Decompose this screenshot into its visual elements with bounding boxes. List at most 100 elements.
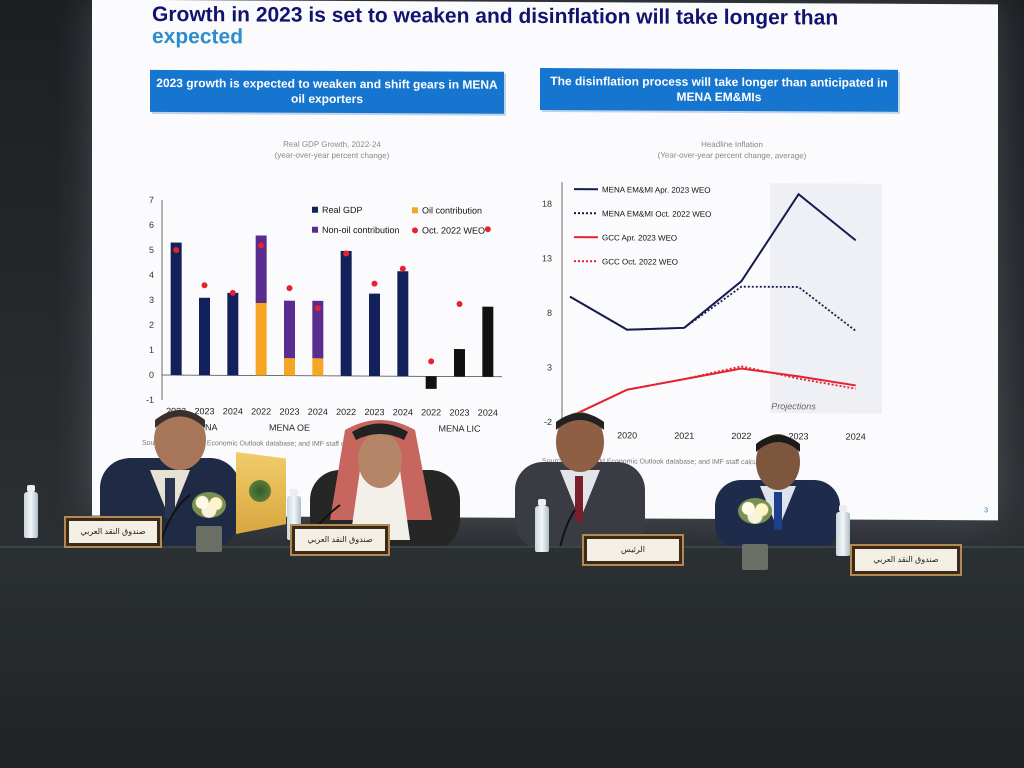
inflation-legend-label: GCC Apr. 2023 WEO [602, 233, 677, 242]
non-oil-contribution-bar [312, 300, 324, 359]
gdp-bar [199, 297, 210, 376]
weo-marker [484, 226, 491, 233]
placard-text: الرئيس [587, 539, 679, 561]
flower-arrangement [738, 498, 772, 524]
gdp-legend-swatch [412, 227, 418, 234]
gdp-bar [425, 376, 437, 389]
inflation-chart-title: Headline Inflation (Year-over-year perce… [612, 138, 852, 161]
gdp-legend-label: Oil contribution [422, 205, 482, 215]
water-bottle [836, 505, 850, 556]
table-flag [236, 452, 286, 534]
inflation-x-tick-label: 2023 [789, 431, 809, 441]
inflation-y-tick-label: 18 [542, 199, 552, 209]
gdp-legend-swatch [312, 206, 318, 213]
right-source-note: Sources: IMF, World Economic Outlook dat… [542, 457, 780, 467]
inflation-y-tick-label: 8 [547, 308, 552, 318]
placard-text: صندوق النقد العربي [69, 521, 157, 543]
name-placard-1: صندوق النقد العربي [64, 516, 162, 548]
oil-contribution-bar [312, 358, 324, 376]
non-oil-contribution-bar [255, 235, 267, 304]
inflation-legend-label: GCC Oct. 2022 WEO [602, 257, 678, 266]
name-placard-2: صندوق النقد العربي [290, 524, 390, 556]
weo-marker [456, 301, 463, 308]
gdp-group-label: MENA [191, 422, 217, 432]
weo-marker [428, 358, 435, 365]
gdp-y-tick-label: -1 [146, 395, 154, 405]
gdp-y-tick-label: 3 [149, 295, 154, 305]
gdp-y-tick-label: 1 [149, 345, 154, 355]
inflation-legend-label: MENA EM&MI Oct. 2022 WEO [602, 209, 711, 219]
placard-text: صندوق النقد العربي [855, 549, 957, 571]
inflation-legend-label: MENA EM&MI Apr. 2023 WEO [602, 185, 710, 195]
gdp-bar [340, 250, 352, 376]
weo-marker [229, 289, 236, 296]
left-source-note: Sources: IMF, World Economic Outlook dat… [142, 439, 380, 449]
weo-marker [314, 305, 321, 312]
inflation-x-tick-label: 2020 [617, 430, 637, 440]
weo-marker [286, 285, 293, 292]
gdp-zero-line [162, 374, 502, 378]
slide-title-line1: Growth in 2023 is set to weaken and disi… [152, 2, 839, 30]
water-bottle [535, 499, 549, 552]
inflation-y-tick-label: -2 [544, 417, 552, 427]
slide-title: Growth in 2023 is set to weaken and disi… [152, 2, 972, 52]
left-banner: 2023 growth is expected to weaken and sh… [150, 69, 504, 114]
gdp-x-tick-label: 2022 [251, 406, 271, 416]
gdp-bar [482, 306, 494, 377]
gdp-bar [369, 293, 380, 377]
gdp-x-tick-label: 2023 [449, 407, 469, 417]
placard-text: صندوق النقد العربي [295, 529, 385, 551]
gdp-legend-label: Real GDP [322, 205, 363, 215]
slide-page-number: 3 [984, 507, 988, 515]
gdp-y-tick-label: 0 [149, 370, 154, 380]
inflation-y-tick-label: 3 [547, 362, 552, 372]
inflation-series-line [569, 192, 857, 331]
inflation-x-tick-label: 2024 [846, 432, 866, 442]
gdp-x-tick-label: 2022 [421, 407, 441, 417]
weo-marker [399, 265, 406, 272]
gdp-growth-chart: -1 0 1 2 3 4 5 6 7 2022 2023 2024 2022 2023 2024 2022 20… [146, 195, 502, 434]
oil-contribution-bar [284, 358, 295, 376]
gdp-y-tick-label: 2 [149, 320, 154, 330]
gdp-y-tick-label: 7 [149, 195, 154, 205]
gdp-x-tick-label: 2022 [336, 407, 356, 417]
non-oil-contribution-bar [284, 300, 295, 359]
gdp-group-label: MENA [361, 423, 387, 433]
conference-table [0, 548, 1024, 768]
projected-slide: Growth in 2023 is set to weaken and disi… [92, 0, 998, 521]
gdp-y-tick-label: 6 [149, 220, 154, 230]
right-banner: The disinflation process will take longe… [540, 67, 898, 112]
gdp-legend-label: Non-oil contribution [322, 225, 400, 235]
inflation-chart: -2 3 8 13 18 Projections 2020 2021 2022 2023 2024 M… [542, 182, 882, 442]
gdp-x-tick-label: 2024 [223, 406, 243, 416]
gdp-chart-title: Real GDP Growth, 2022-24 (year-over-year… [232, 138, 432, 161]
gdp-legend-swatch [312, 226, 318, 233]
projections-label: Projections [771, 401, 816, 411]
flower-pot [196, 526, 222, 552]
gdp-x-tick-label: 2024 [308, 407, 328, 417]
oil-contribution-bar [255, 302, 267, 376]
weo-marker [201, 282, 208, 289]
gdp-x-tick-label: 2024 [478, 408, 498, 418]
gdp-x-tick-label: 2023 [279, 407, 299, 417]
weo-marker [343, 250, 350, 257]
gdp-y-tick-label: 4 [149, 270, 154, 280]
projection-shading [770, 183, 882, 414]
inflation-x-tick-label: 2021 [674, 431, 694, 441]
flag-emblem [249, 480, 271, 502]
slide-title-line2: expected [152, 24, 244, 49]
inflation-y-tick-label: 13 [542, 253, 552, 263]
gdp-legend-label: Oct. 2022 WEO [422, 225, 485, 235]
gdp-bar [454, 349, 465, 377]
gdp-x-tick-label: 2022 [166, 406, 186, 416]
weo-marker [173, 247, 180, 254]
water-bottle [24, 485, 38, 538]
gdp-bar [170, 242, 182, 376]
flower-arrangement [192, 492, 226, 518]
gdp-x-tick-label: 2024 [393, 407, 413, 417]
weo-marker [371, 280, 378, 287]
weo-marker [258, 242, 265, 249]
gdp-bar [227, 292, 239, 376]
inflation-x-tick-label: 2022 [731, 431, 751, 441]
inflation-series-line [569, 365, 856, 418]
